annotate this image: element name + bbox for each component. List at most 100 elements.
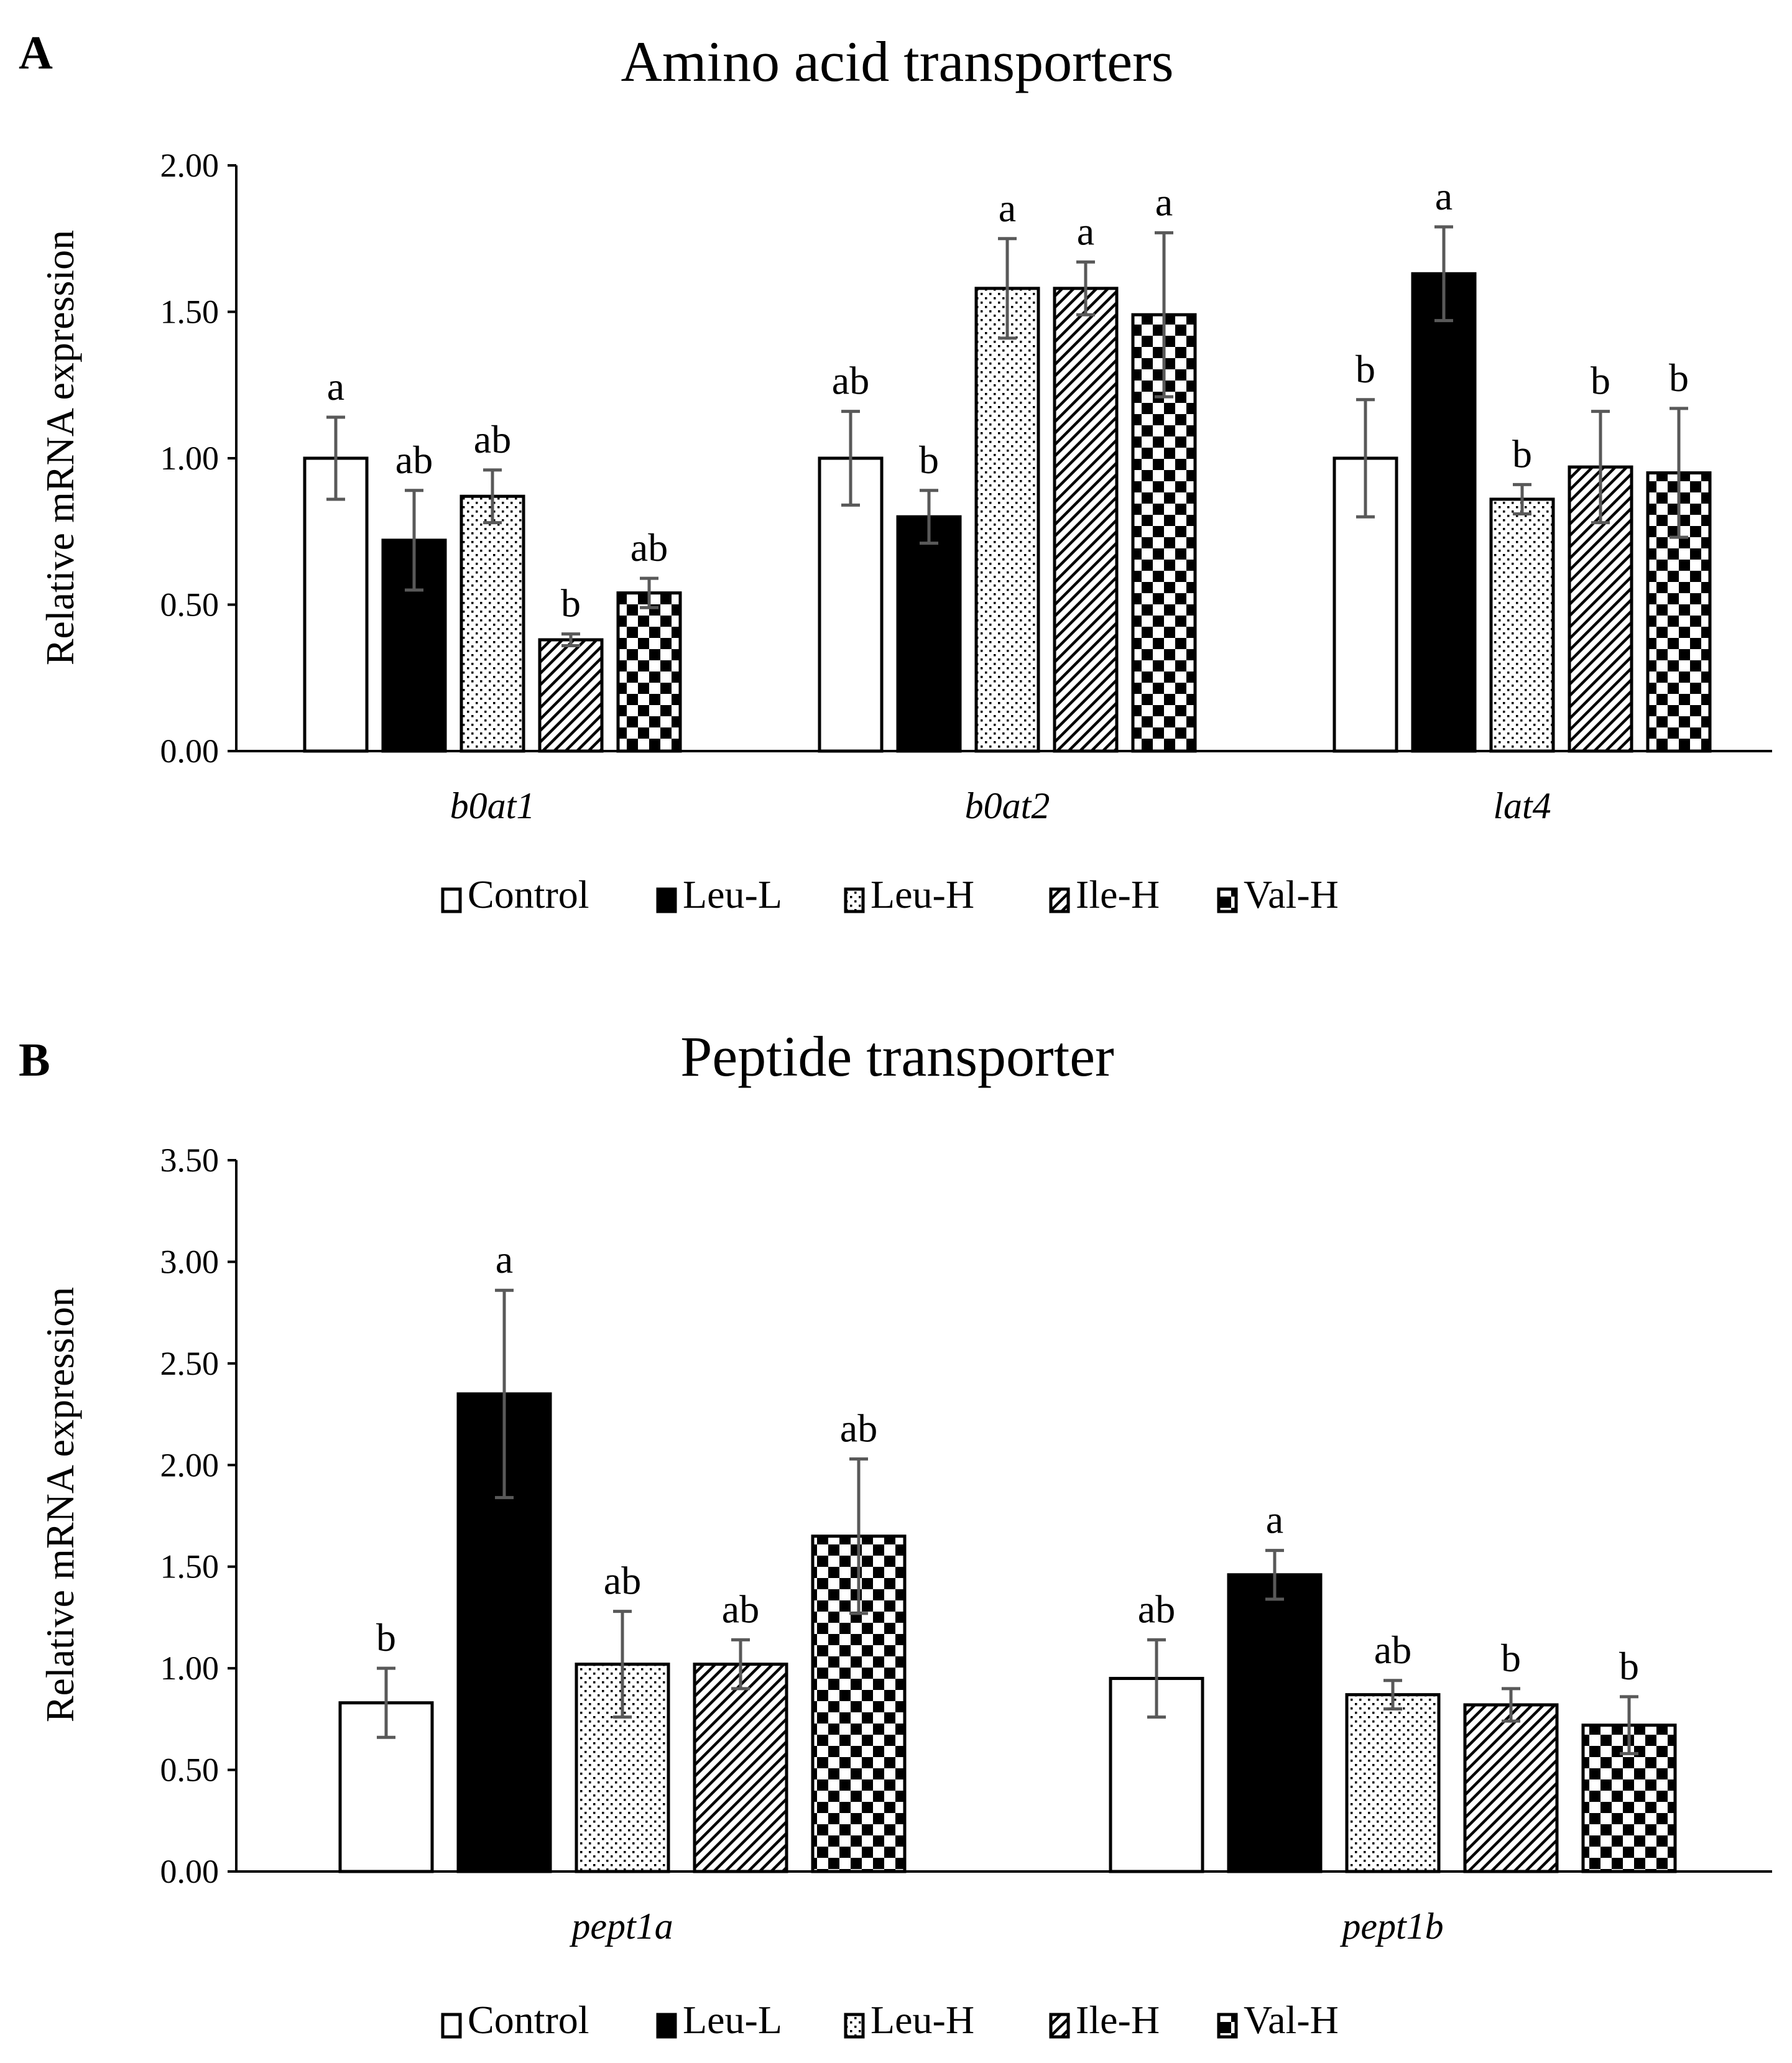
panel-a: A Amino acid transporters Relative mRNA … [19,27,1772,916]
error-bar-val-h-b0at2 [1155,231,1173,399]
y-tick-label: 1.00 [160,440,219,477]
significance-letter: ab [1374,1628,1411,1672]
legend-item-val-h: Val-H [1217,872,1339,916]
significance-letter: b [919,438,939,482]
legend-label-leu-h: Leu-H [871,872,974,916]
error-bar-control-pept1a [377,1666,395,1739]
error-bar-leu-h-b0at1 [483,468,502,525]
significance-letter: a [1266,1498,1283,1542]
significance-letter: b [1501,1636,1521,1680]
significance-letter: ab [840,1406,877,1450]
legend-item-ile-h: Ile-H [1049,1998,1160,2042]
x-category-label-b0at1: b0at1 [450,785,535,826]
legend-item-leu-l: Leu-L [656,1998,782,2042]
bar-val-h-b0at1 [616,591,682,753]
y-tick-label: 1.50 [160,293,219,331]
panel-a-y-axis-label: Relative mRNA expression [38,230,82,665]
y-tick-label: 0.00 [160,1853,219,1890]
error-bar-leu-h-pept1b [1383,1679,1402,1711]
error-bar-leu-h-lat4 [1513,482,1531,515]
significance-letter: ab [474,417,511,461]
error-bar-leu-l-b0at2 [920,489,938,545]
y-tick-label: 0.50 [160,1751,219,1789]
error-bar-leu-l-lat4 [1434,225,1453,323]
bar-ile-h-b0at2 [1053,287,1119,753]
significance-letter: ab [630,525,668,570]
error-bar-val-h-b0at1 [640,576,658,609]
legend-item-leu-h: Leu-H [844,1998,974,2042]
error-bar-leu-l-pept1a [495,1288,514,1500]
significance-letter: b [1356,347,1375,391]
legend-label-control: Control [468,1998,589,2042]
legend-label-ile-h: Ile-H [1076,1998,1160,2042]
y-tick-label: 3.50 [160,1142,219,1179]
panel-b-letter: B [19,1034,50,1086]
panel-a-letter: A [19,27,53,79]
bar-leu-h-lat4 [1489,497,1555,753]
y-tick-label: 3.00 [160,1243,219,1280]
error-bar-leu-l-b0at1 [405,489,423,592]
legend-item-control: Control [441,1998,589,2042]
legend-label-ile-h: Ile-H [1076,872,1160,916]
error-bar-ile-h-pept1a [731,1638,750,1691]
bar-leu-l-b0at2 [896,515,962,753]
legend-item-ile-h: Ile-H [1049,872,1160,916]
error-bar-leu-h-b0at2 [998,237,1017,340]
legend-item-leu-l: Leu-L [656,872,782,916]
bar-ile-h-b0at1 [538,638,604,753]
bar-ile-h-pept1b [1463,1703,1559,1873]
significance-letter: b [1512,432,1532,476]
bar-leu-l-pept1b [1227,1573,1323,1873]
bar-leu-h-b0at2 [974,287,1040,753]
x-category-label-pept1a: pept1a [569,1906,673,1947]
panel-b-y-axis-label: Relative mRNA expression [38,1287,82,1722]
error-bar-leu-l-pept1b [1265,1549,1284,1601]
error-bar-control-b0at1 [326,415,345,501]
panel-b-title: Peptide transporter [680,1025,1114,1088]
significance-letter: a [327,364,344,408]
error-bar-ile-h-lat4 [1591,410,1610,525]
y-tick-label: 0.50 [160,586,219,624]
error-bar-control-b0at2 [841,410,860,507]
error-bar-control-lat4 [1356,398,1375,519]
legend-label-val-h: Val-H [1244,872,1339,916]
panel-b: B Peptide transporter Relative mRNA expr… [19,1025,1772,2042]
significance-letter: ab [832,359,869,403]
x-category-label-b0at2: b0at2 [965,785,1050,826]
error-bar-val-h-pept1b [1620,1695,1638,1755]
significance-letter: a [1077,209,1094,253]
error-bar-val-h-lat4 [1670,407,1688,539]
bar-leu-l-lat4 [1411,272,1477,753]
legend-label-leu-l: Leu-L [683,872,782,916]
y-tick-label: 2.00 [160,1446,219,1484]
error-bar-ile-h-b0at1 [561,632,580,647]
panel-a-title: Amino acid transporters [621,30,1173,93]
legend-label-control: Control [468,872,589,916]
significance-letter: ab [722,1587,759,1631]
error-bar-val-h-pept1a [849,1457,868,1615]
significance-letter: ab [1138,1587,1175,1631]
significance-letter: ab [604,1559,641,1603]
bar-leu-h-b0at1 [460,494,525,753]
bar-ile-h-pept1a [693,1663,788,1873]
panel-a-legend: Control Leu-L Leu-H Ile-H Val-H [441,872,1339,916]
bar-control-lat4 [1332,456,1398,753]
bar-leu-h-pept1b [1345,1693,1441,1873]
legend-item-control: Control [441,872,589,916]
significance-letter: a [999,186,1016,230]
y-tick-label: 2.50 [160,1345,219,1382]
error-bar-ile-h-b0at2 [1076,260,1095,316]
x-category-label-pept1b: pept1b [1339,1906,1443,1947]
y-tick-label: 2.00 [160,147,219,184]
error-bar-leu-h-pept1a [613,1610,632,1719]
significance-letter: b [1669,356,1689,400]
bar-control-b0at1 [303,456,369,753]
panel-b-legend: Control Leu-L Leu-H Ile-H Val-H [441,1998,1339,2042]
significance-letter: b [1619,1644,1639,1688]
error-bar-control-pept1b [1147,1638,1166,1719]
legend-label-leu-l: Leu-L [683,1998,782,2042]
legend-item-leu-h: Leu-H [844,872,974,916]
error-bar-ile-h-pept1b [1502,1687,1520,1723]
